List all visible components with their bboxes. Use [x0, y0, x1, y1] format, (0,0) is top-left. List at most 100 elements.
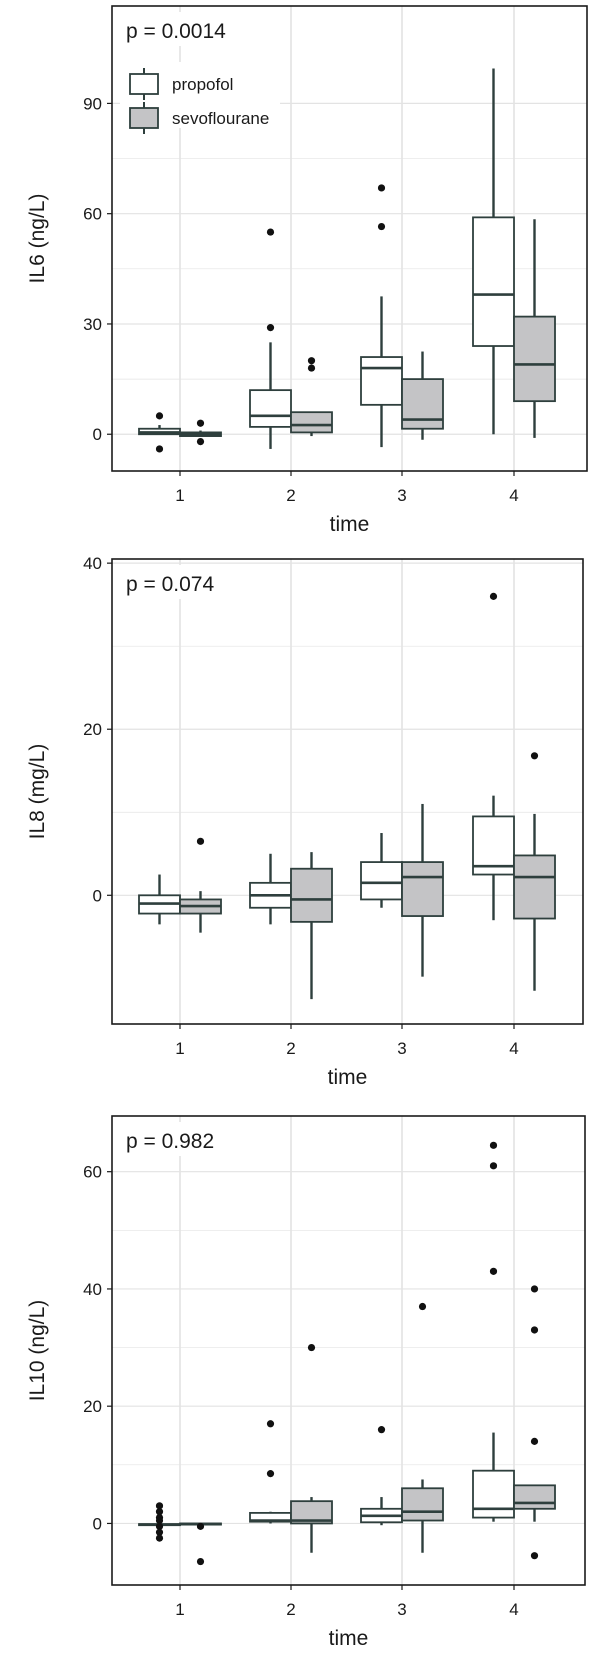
outlier-point	[530, 752, 539, 760]
outlier-point	[196, 837, 205, 845]
box-sevoflourane-time-2	[290, 1343, 333, 1553]
outlier-point	[377, 1426, 386, 1434]
box-propofol-time-2	[249, 228, 292, 449]
chart-panel-3: 0 20 40 60 1 2 3 4 time IL10 (ng/L) p = 0.982	[26, 1115, 586, 1650]
box-iqr	[290, 411, 333, 434]
p-value-label: p = 0.0014	[126, 20, 226, 43]
y-tick-label: 40	[83, 1280, 102, 1299]
box-sevoflourane-time-3	[401, 803, 444, 977]
box-sevoflourane-time-4	[513, 219, 556, 438]
outlier-point	[530, 1552, 539, 1560]
y-tick-label: 60	[83, 1163, 102, 1182]
p-value-background	[120, 1122, 240, 1156]
box-propofol-time-4	[472, 68, 515, 435]
box-propofol-time-1	[138, 1502, 181, 1542]
x-tick-label: 2	[286, 1039, 295, 1058]
outlier-point	[377, 184, 386, 192]
legend-label-propofol: propofol	[172, 75, 233, 94]
x-axis-title: time	[328, 1066, 368, 1089]
legend: propofol sevoflourane	[120, 62, 280, 134]
x-tick-label: 1	[175, 1039, 184, 1058]
y-tick-label: 20	[83, 720, 102, 739]
y-axis-title: IL6 (ng/L)	[26, 194, 49, 284]
box-iqr	[360, 356, 403, 406]
outlier-point	[266, 1470, 275, 1478]
box-propofol-time-3	[360, 1426, 403, 1526]
outlier-point	[307, 364, 316, 372]
outlier-point	[155, 1522, 164, 1530]
x-tick-label: 3	[397, 1039, 406, 1058]
box-sevoflourane-time-1	[179, 419, 222, 446]
x-axis-title: time	[329, 1627, 369, 1650]
x-tick-label: 2	[286, 1600, 295, 1619]
legend-label-sevoflourane: sevoflourane	[172, 109, 269, 128]
outlier-point	[196, 1557, 205, 1566]
box-iqr	[360, 861, 403, 901]
box-propofol-time-1	[138, 874, 181, 925]
outlier-point	[489, 1267, 498, 1275]
y-tick-label: 20	[83, 1397, 102, 1416]
box-iqr	[513, 854, 556, 920]
box-sevoflourane-time-4	[513, 752, 556, 991]
outlier-point	[307, 1343, 316, 1352]
outlier-point	[489, 592, 498, 600]
outlier-point	[266, 1420, 275, 1428]
box-iqr	[401, 1487, 444, 1522]
outlier-point	[307, 357, 316, 365]
x-tick-label: 3	[397, 486, 406, 505]
outlier-point	[155, 1508, 164, 1516]
box-propofol-time-2	[249, 853, 292, 925]
y-tick-label: 40	[83, 554, 102, 573]
box-propofol-time-1	[138, 412, 181, 453]
p-value-background	[120, 565, 240, 599]
outlier-point	[266, 228, 275, 236]
outlier-point	[155, 445, 164, 453]
outlier-point	[489, 1162, 498, 1170]
box-sevoflourane-time-1	[179, 837, 222, 933]
y-tick-label: 0	[93, 1514, 102, 1533]
x-tick-label: 4	[509, 1039, 518, 1058]
box-iqr	[290, 1500, 333, 1525]
p-value-label: p = 0.982	[126, 1130, 214, 1153]
x-tick-label: 1	[175, 1600, 184, 1619]
box-iqr	[290, 867, 333, 923]
x-tick-label: 4	[509, 1600, 518, 1619]
box-propofol-time-4	[472, 592, 515, 921]
outlier-point	[196, 437, 205, 446]
legend-key-sevoflourane	[129, 107, 159, 129]
box-iqr	[249, 389, 292, 428]
x-tick-label: 1	[175, 486, 184, 505]
outlier-point	[418, 1302, 427, 1311]
plot-frame	[111, 1115, 586, 1586]
y-axis-title: IL8 (mg/L)	[26, 744, 49, 840]
outlier-point	[530, 1326, 539, 1334]
p-value-background	[120, 12, 240, 46]
box-propofol-time-3	[360, 833, 403, 908]
box-sevoflourane-time-1	[179, 1522, 222, 1566]
legend-key-propofol	[129, 73, 159, 95]
x-tick-label: 3	[397, 1600, 406, 1619]
x-tick-label: 2	[286, 486, 295, 505]
box-propofol-time-4	[472, 1141, 515, 1522]
outlier-point	[196, 1522, 205, 1530]
box-sevoflourane-time-4	[513, 1285, 556, 1560]
box-iqr	[472, 1469, 515, 1519]
outlier-point	[377, 222, 386, 231]
plot-frame	[111, 5, 588, 472]
y-tick-label: 60	[83, 205, 102, 224]
outlier-point	[266, 324, 275, 332]
chart-panel-1: 0 30 60 90 1 2 3 4 time IL6 (ng/L) p = 0.0014 propo…	[26, 5, 588, 536]
box-sevoflourane-time-3	[401, 1302, 444, 1553]
outlier-point	[155, 1528, 164, 1536]
outlier-point	[530, 1437, 539, 1445]
outlier-point	[530, 1285, 539, 1293]
box-iqr	[401, 378, 444, 430]
chart-panel-2: 0 20 40 1 2 3 4 time IL8 (mg/L) p = 0.074	[26, 554, 584, 1089]
box-sevoflourane-time-2	[290, 357, 333, 437]
y-tick-label: 0	[93, 886, 102, 905]
box-iqr	[472, 216, 515, 347]
outlier-point	[196, 419, 205, 427]
y-tick-label: 90	[83, 94, 102, 113]
box-sevoflourane-time-3	[401, 351, 444, 440]
